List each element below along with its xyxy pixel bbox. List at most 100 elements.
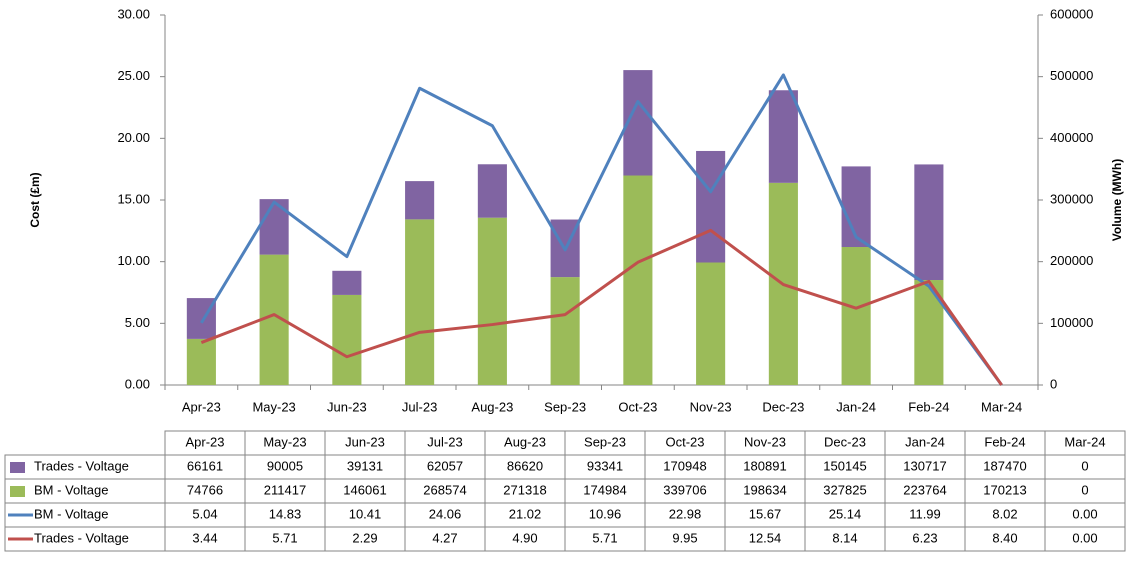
table-cell: 8.02	[992, 506, 1017, 521]
table-cell: 130717	[903, 458, 946, 473]
table-cell: 6.23	[912, 530, 937, 545]
y-tick-label: 15.00	[117, 191, 150, 206]
table-cell: 9.95	[672, 530, 697, 545]
bar-segment	[332, 270, 362, 295]
table-cell: 39131	[347, 458, 383, 473]
bar-segment	[550, 277, 580, 385]
table-cell: 12.54	[749, 530, 782, 545]
table-cell: 66161	[187, 458, 223, 473]
table-cell: 90005	[267, 458, 303, 473]
table-cell: 198634	[743, 482, 786, 497]
table-cell: 271318	[503, 482, 546, 497]
table-cell: 5.71	[272, 530, 297, 545]
table-cell: 187470	[983, 458, 1026, 473]
table-cell: 25.14	[829, 506, 862, 521]
table-cell: 5.04	[192, 506, 217, 521]
y-tick-label: 10.00	[117, 253, 150, 268]
y-tick-label: 30.00	[117, 6, 150, 21]
x-tick-label: May-23	[252, 399, 295, 414]
bar-segment	[914, 164, 944, 281]
table-header: Sep-23	[584, 434, 626, 449]
legend-swatch	[10, 486, 25, 497]
table-cell: 93341	[587, 458, 623, 473]
table-cell: 268574	[423, 482, 466, 497]
line-series	[200, 73, 1003, 386]
table-cell: 170948	[663, 458, 706, 473]
table-cell: 146061	[343, 482, 386, 497]
table-cell: 15.67	[749, 506, 782, 521]
y2-tick-label: 600000	[1050, 6, 1093, 21]
y-tick-label: 25.00	[117, 68, 150, 83]
legend-swatch	[10, 462, 25, 473]
table-cell: 11.99	[909, 506, 941, 521]
x-tick-label: Jan-24	[836, 399, 876, 414]
table-cell: 86620	[507, 458, 543, 473]
table-cell: 4.27	[432, 530, 457, 545]
y2-tick-label: 300000	[1050, 191, 1093, 206]
legend-label: Trades - Voltage	[34, 458, 129, 473]
table-cell: 211417	[264, 482, 306, 497]
bar-segment	[768, 90, 798, 183]
y2-tick-label: 500000	[1050, 68, 1093, 83]
table-header: Dec-23	[824, 434, 866, 449]
y2-tick-label: 0	[1050, 376, 1057, 391]
y2-axis-title: Volume (MWh)	[1110, 159, 1124, 241]
y2-tick-label: 200000	[1050, 253, 1093, 268]
table-header: Jun-23	[345, 434, 385, 449]
y-tick-label: 5.00	[125, 315, 150, 330]
bar-segment	[841, 247, 871, 385]
x-tick-label: Aug-23	[471, 399, 513, 414]
table-cell: 2.29	[352, 530, 377, 545]
x-tick-label: Jun-23	[327, 399, 367, 414]
y2-tick-label: 400000	[1050, 130, 1093, 145]
table-header: May-23	[263, 434, 306, 449]
table-cell: 223764	[903, 482, 946, 497]
table-header: Jul-23	[427, 434, 462, 449]
table-header: Feb-24	[984, 434, 1025, 449]
line-series	[200, 228, 1003, 386]
legend-label: BM - Voltage	[34, 506, 108, 521]
bar-segment	[477, 164, 507, 218]
table-cell: 174984	[583, 482, 626, 497]
table-cell: 4.90	[512, 530, 537, 545]
table-cell: 0	[1081, 458, 1088, 473]
table-header: Apr-23	[185, 434, 224, 449]
table-cell: 10.41	[349, 506, 382, 521]
table-cell: 24.06	[429, 506, 462, 521]
table-cell: 0	[1081, 482, 1088, 497]
x-tick-label: Dec-23	[762, 399, 804, 414]
bar-segment	[405, 181, 435, 220]
table-row-border	[4, 526, 1126, 552]
bar-segment	[477, 217, 507, 385]
table-cell: 170213	[983, 482, 1026, 497]
table-cell: 3.44	[192, 530, 217, 545]
x-tick-label: Mar-24	[981, 399, 1022, 414]
table-header: Oct-23	[665, 434, 704, 449]
y-tick-label: 20.00	[117, 130, 150, 145]
table-cell: 8.40	[992, 530, 1017, 545]
table-header: Nov-23	[744, 434, 786, 449]
table-cell: 14.83	[269, 506, 302, 521]
x-tick-label: Nov-23	[690, 399, 732, 414]
table-cell: 180891	[743, 458, 786, 473]
x-tick-label: Sep-23	[544, 399, 586, 414]
table-cell: 0.00	[1072, 530, 1097, 545]
bar-segment	[696, 150, 726, 263]
table-cell: 22.98	[669, 506, 702, 521]
table-cell: 8.14	[832, 530, 857, 545]
table-cell: 5.71	[592, 530, 617, 545]
table-cell: 327825	[823, 482, 866, 497]
table-header: Jan-24	[905, 434, 945, 449]
bar-segment	[696, 262, 726, 385]
x-tick-label: Oct-23	[618, 399, 657, 414]
bar-segment	[623, 175, 653, 385]
y-tick-label: 0.00	[125, 376, 150, 391]
table-cell: 0.00	[1072, 506, 1097, 521]
legend-label: Trades - Voltage	[34, 530, 129, 545]
x-tick-label: Jul-23	[402, 399, 437, 414]
table-cell: 62057	[427, 458, 463, 473]
x-tick-label: Feb-24	[908, 399, 949, 414]
bar-segment	[186, 338, 216, 385]
table-cell: 150145	[823, 458, 866, 473]
table-header: Aug-23	[504, 434, 546, 449]
